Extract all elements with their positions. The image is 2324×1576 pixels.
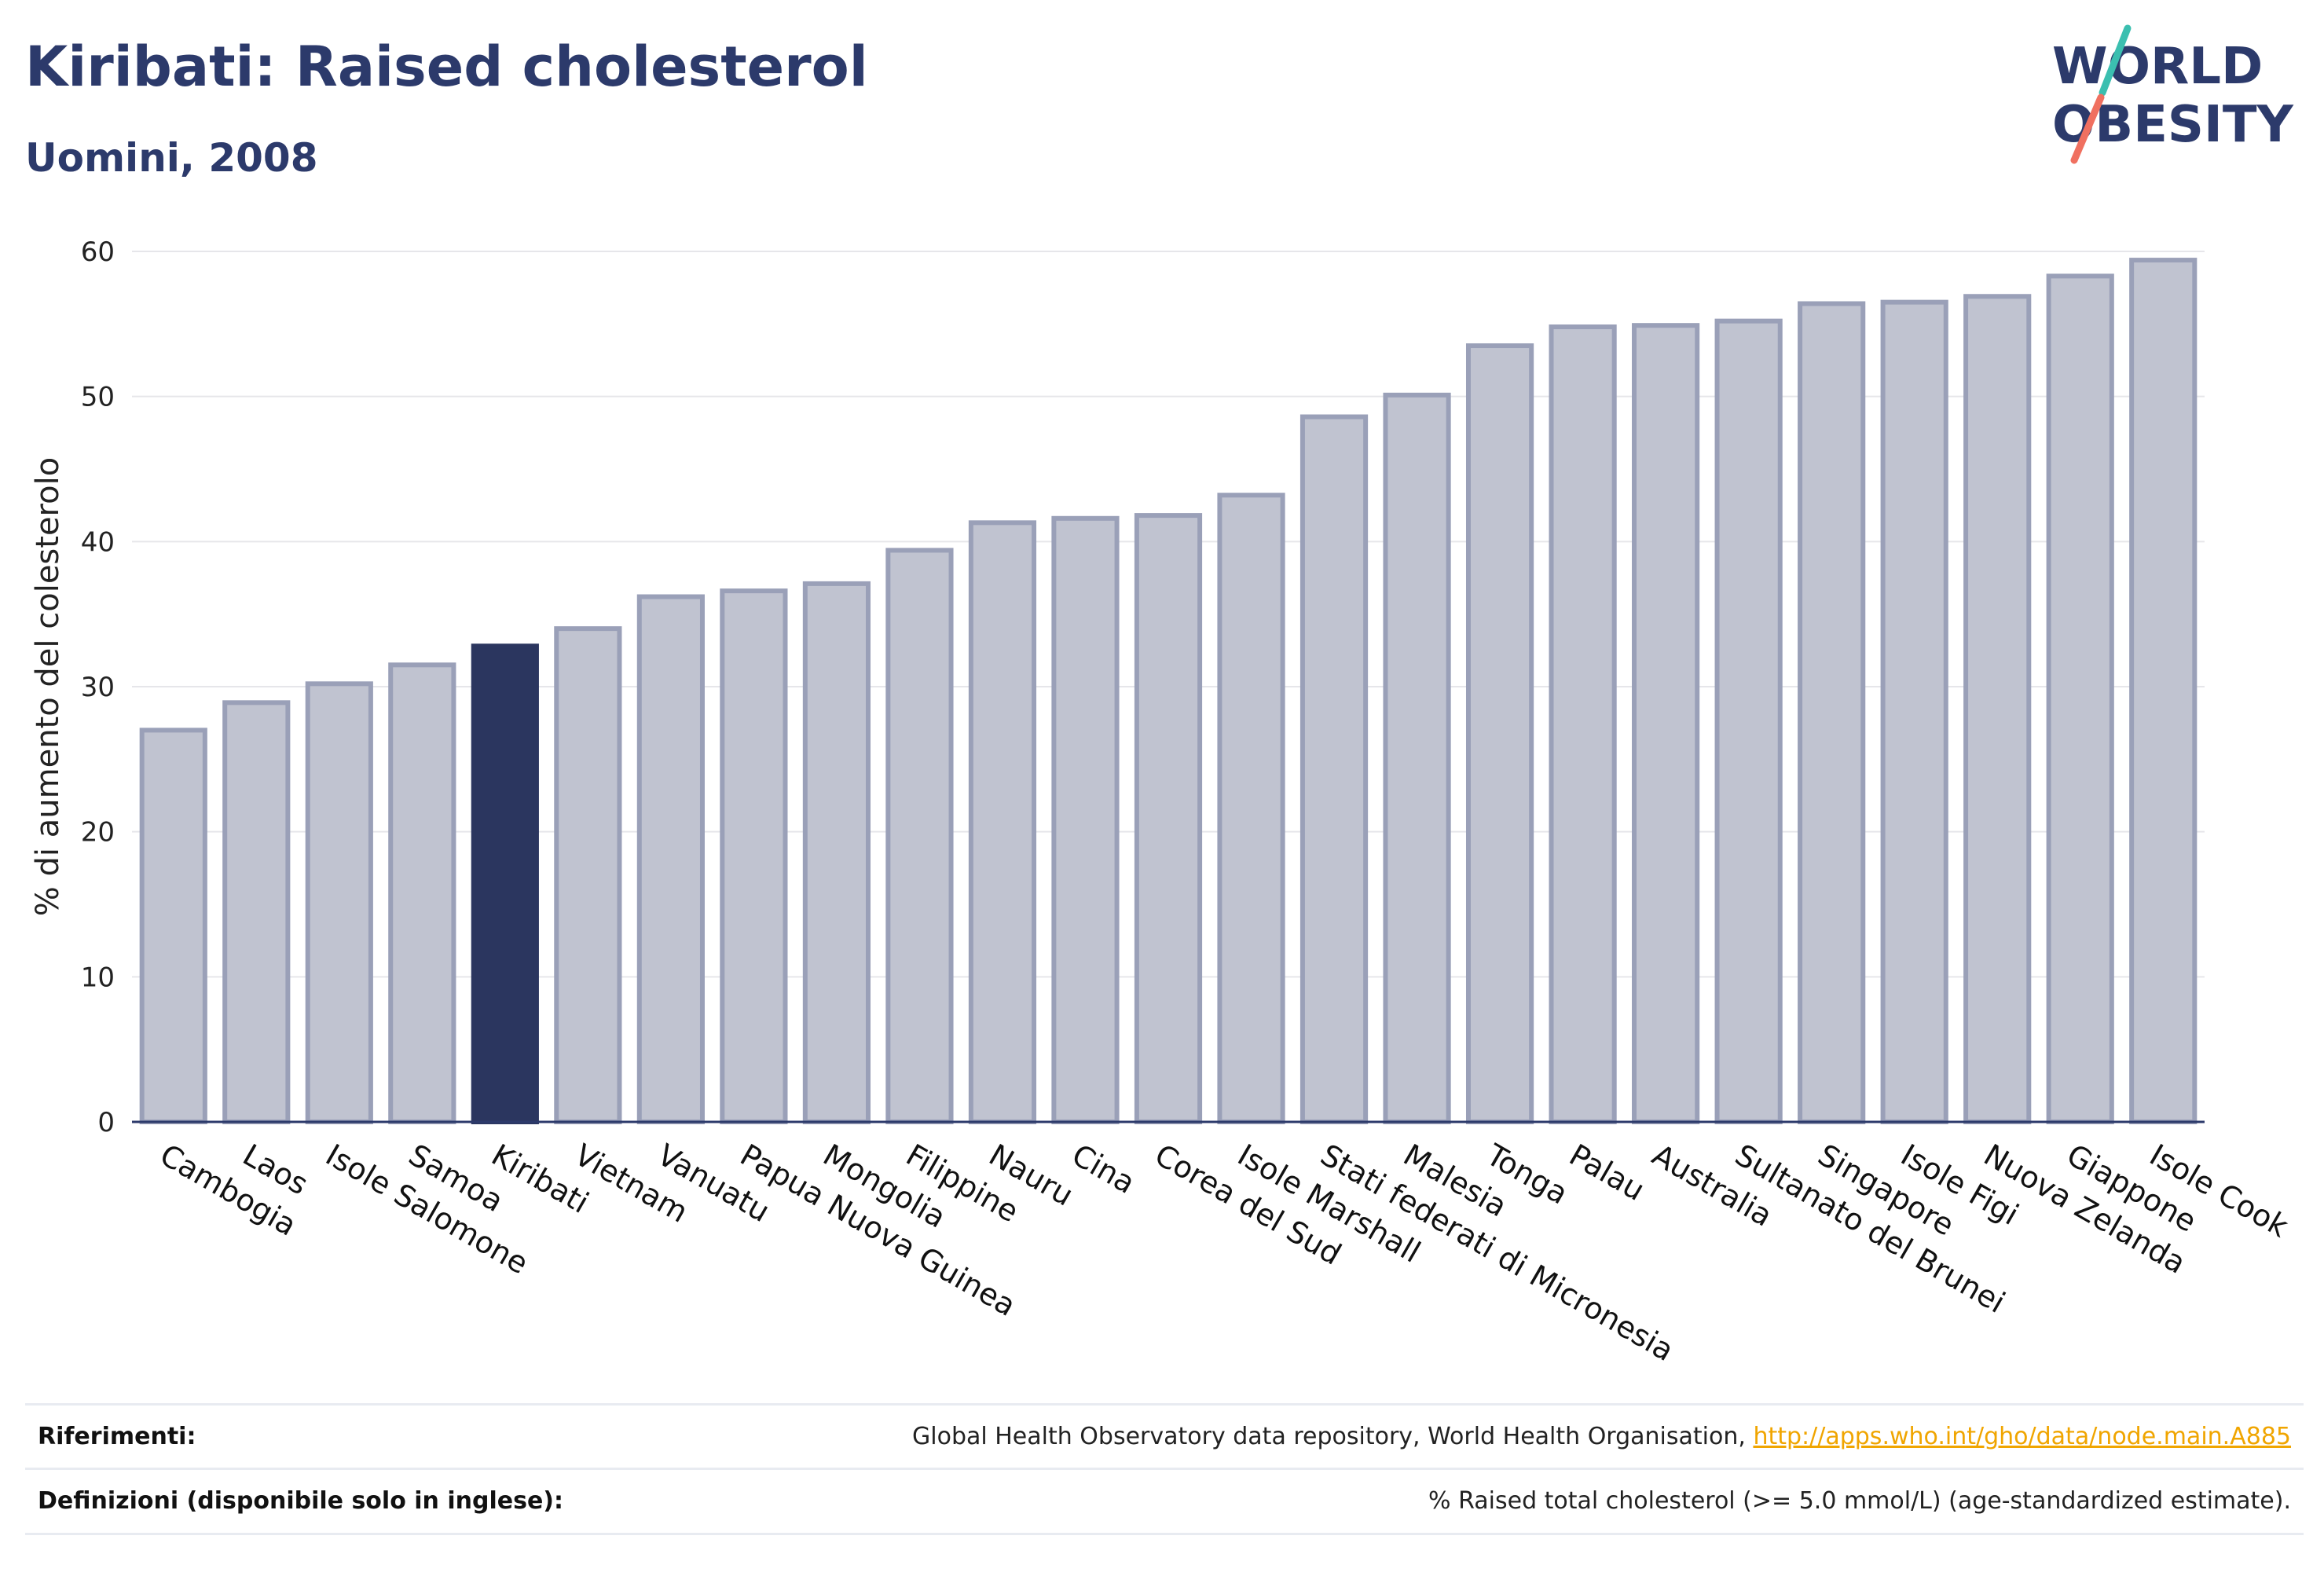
- bar-kiribati[interactable]: [471, 643, 539, 1124]
- bars: [139, 258, 2198, 1125]
- bar-filippine[interactable]: [885, 548, 954, 1124]
- references-label: Riferimenti:: [38, 1423, 196, 1450]
- bar-papua-nuova-guinea[interactable]: [720, 588, 788, 1124]
- world-obesity-logo: WORLD OBESITY: [2052, 24, 2293, 164]
- y-axis-title: % di aumento del colesterolo: [30, 457, 66, 916]
- bar-nauru[interactable]: [968, 520, 1037, 1124]
- logo-line-1: WORLD: [2052, 38, 2263, 96]
- bar-australia[interactable]: [1632, 323, 1700, 1124]
- page-subtitle: Uomini, 2008: [25, 135, 318, 181]
- bar-isole-marshall[interactable]: [1217, 493, 1285, 1124]
- bar-vietnam[interactable]: [554, 626, 622, 1124]
- logo-slash-top-icon: [2099, 24, 2132, 97]
- bar-stati-federati-di-micronesia[interactable]: [1299, 414, 1369, 1124]
- y-tick-label: 40: [81, 526, 115, 558]
- bar-vanuatu[interactable]: [636, 594, 705, 1124]
- y-tick-label: 10: [81, 962, 115, 993]
- y-tick-label: 30: [81, 672, 115, 703]
- y-tick-label: 0: [97, 1107, 115, 1138]
- x-tick-label: Cina: [1066, 1138, 1141, 1200]
- definitions-value: % Raised total cholesterol (>= 5.0 mmol/…: [1428, 1487, 2291, 1515]
- y-tick-label: 20: [81, 817, 115, 848]
- definitions-label: Definizioni (disponibile solo in inglese…: [38, 1487, 563, 1515]
- y-tick-label: 60: [81, 236, 115, 268]
- bar-cina[interactable]: [1051, 515, 1120, 1124]
- bar-singapore[interactable]: [1798, 301, 1866, 1125]
- bar-isole-cook[interactable]: [2129, 258, 2198, 1125]
- x-tick-label: Palau: [1563, 1138, 1651, 1208]
- bar-nuova-zelanda[interactable]: [1963, 294, 2032, 1124]
- y-tick-label: 50: [81, 382, 115, 413]
- bar-samoa[interactable]: [388, 662, 456, 1124]
- references-row: Riferimenti: Global Health Observatory d…: [25, 1403, 2304, 1468]
- page-title: Kiribati: Raised cholesterol: [25, 35, 868, 99]
- bar-mongolia[interactable]: [802, 581, 871, 1124]
- bar-malesia[interactable]: [1383, 392, 1451, 1124]
- y-axis-ticks: 0 10 20 30 40 50 60: [81, 236, 115, 1138]
- references-text: Global Health Observatory data repositor…: [912, 1423, 1754, 1450]
- bar-isole-figi[interactable]: [1880, 299, 1948, 1125]
- bar-sultanato-del-brunei[interactable]: [1714, 318, 1783, 1124]
- references-value: Global Health Observatory data repositor…: [912, 1423, 2291, 1450]
- bar-tonga[interactable]: [1465, 343, 1534, 1124]
- bar-palau[interactable]: [1549, 324, 1617, 1124]
- bar-isole-salomone[interactable]: [305, 681, 373, 1124]
- bar-corea-del-sud[interactable]: [1134, 513, 1203, 1124]
- logo-slash-bottom-icon: [2070, 93, 2105, 164]
- definitions-row: Definizioni (disponibile solo in inglese…: [25, 1468, 2304, 1535]
- bar-laos[interactable]: [222, 700, 291, 1124]
- bar-giappone[interactable]: [2046, 273, 2114, 1125]
- references-link[interactable]: http://apps.who.int/gho/data/node.main.A…: [1753, 1423, 2291, 1450]
- bar-cambogia[interactable]: [139, 728, 207, 1125]
